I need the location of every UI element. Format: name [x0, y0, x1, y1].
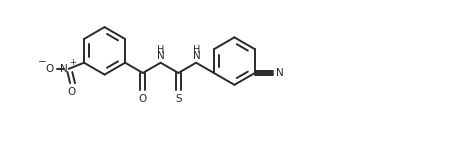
Text: N: N: [157, 51, 165, 61]
Text: N: N: [60, 64, 68, 74]
Text: H: H: [157, 45, 165, 55]
Text: +: +: [69, 58, 76, 67]
Text: N: N: [276, 68, 283, 78]
Text: S: S: [175, 94, 182, 104]
Text: O: O: [139, 94, 147, 104]
Text: −: −: [37, 57, 46, 67]
Text: O: O: [67, 87, 75, 97]
Text: N: N: [193, 51, 200, 61]
Text: H: H: [193, 45, 200, 55]
Text: O: O: [46, 64, 54, 74]
